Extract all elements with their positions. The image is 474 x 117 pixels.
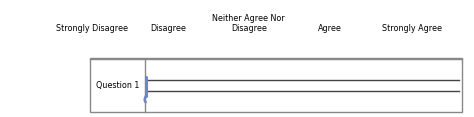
Text: Neither Agree Nor
Disagree: Neither Agree Nor Disagree — [212, 14, 285, 33]
Bar — [90, 58, 462, 112]
Text: Agree: Agree — [318, 24, 341, 33]
Text: Question 1: Question 1 — [96, 81, 139, 90]
Text: Strongly Disagree: Strongly Disagree — [56, 24, 128, 33]
Text: Disagree: Disagree — [150, 24, 186, 33]
Text: Strongly Agree: Strongly Agree — [383, 24, 442, 33]
